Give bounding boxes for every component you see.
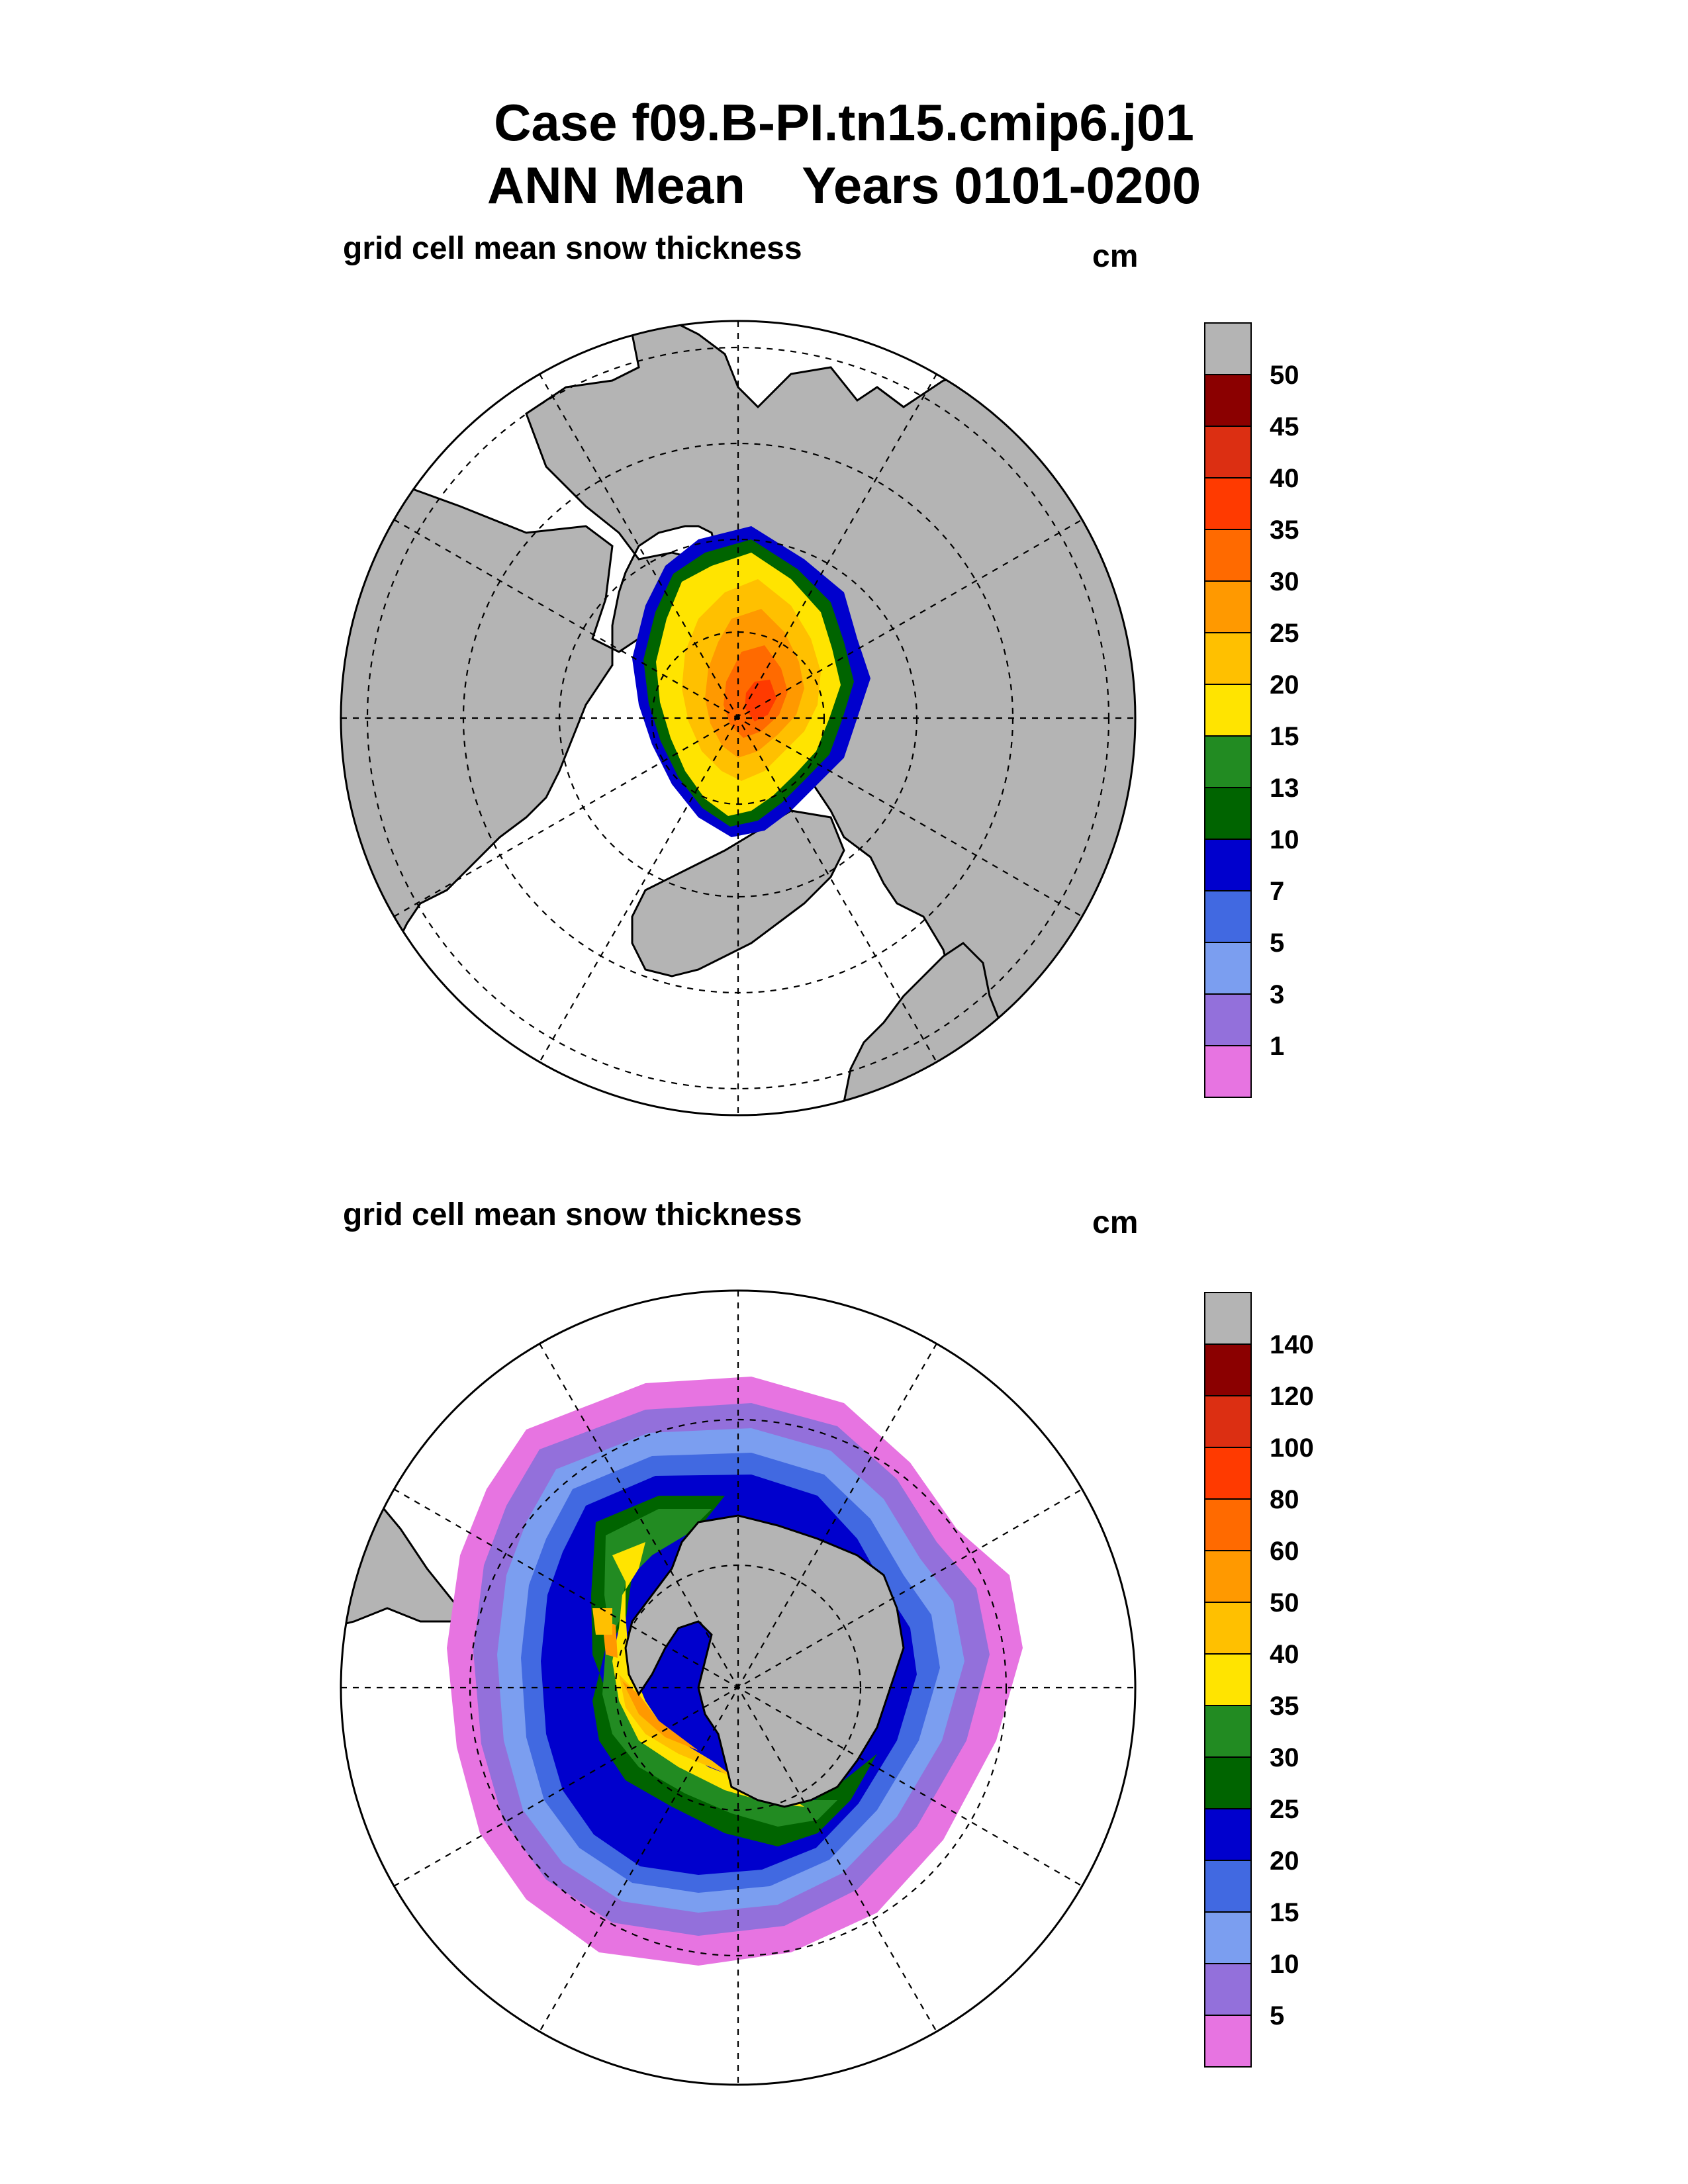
south-colorbar-box-8 <box>1204 1705 1252 1758</box>
north-colorbar-box-14 <box>1204 1045 1252 1098</box>
south-field-label: grid cell mean snow thickness <box>343 1197 802 1232</box>
south-colorbar-box-11 <box>1204 1860 1252 1913</box>
north-colorbar-box-0 <box>1204 322 1252 375</box>
south-colorbar-box-1 <box>1204 1343 1252 1396</box>
south-units-label: cm <box>1092 1205 1139 1240</box>
north-colorbar-box-4 <box>1204 529 1252 582</box>
north-units-label: cm <box>1092 239 1139 274</box>
north-colorbar-label-13: 1 <box>1270 1032 1284 1061</box>
north-colorbar-label-6: 20 <box>1270 670 1299 700</box>
south-colorbar-label-4: 60 <box>1270 1537 1299 1566</box>
south-colorbar-box-0 <box>1204 1292 1252 1345</box>
south-polar-map <box>340 1289 1137 2086</box>
north-field-label: grid cell mean snow thickness <box>343 231 802 266</box>
north-colorbar-box-8 <box>1204 735 1252 788</box>
north-colorbar-label-9: 10 <box>1270 825 1299 854</box>
north-colorbar-label-4: 30 <box>1270 567 1299 596</box>
north-colorbar-label-7: 15 <box>1270 722 1299 751</box>
north-colorbar-box-12 <box>1204 942 1252 995</box>
north-colorbar-box-1 <box>1204 374 1252 427</box>
south-colorbar-label-13: 5 <box>1270 2001 1284 2030</box>
south-colorbar-box-4 <box>1204 1498 1252 1551</box>
plot-title-line-2: ANN Mean Years 0101-0200 <box>487 156 1201 214</box>
north-colorbar-label-2: 40 <box>1270 464 1299 493</box>
north-polar-map <box>340 320 1137 1116</box>
north-colorbar-label-11: 5 <box>1270 929 1284 958</box>
north-colorbar-box-3 <box>1204 477 1252 530</box>
north-colorbar-label-0: 50 <box>1270 361 1299 390</box>
south-graticule <box>341 1291 1135 2085</box>
south-colorbar-label-8: 30 <box>1270 1743 1299 1772</box>
north-colorbar-label-8: 13 <box>1270 774 1299 803</box>
south-colorbar-box-13 <box>1204 1963 1252 2016</box>
north-colorbar: 50 45 40 35 30 25 20 15 13 10 7 5 3 1 <box>1204 322 1299 1098</box>
north-colorbar-label-1: 45 <box>1270 412 1299 441</box>
south-colorbar-box-12 <box>1204 1911 1252 1964</box>
north-colorbar-box-5 <box>1204 580 1252 633</box>
south-colorbar-label-11: 15 <box>1270 1898 1299 1927</box>
south-colorbar-label-6: 40 <box>1270 1640 1299 1669</box>
north-colorbar-box-9 <box>1204 787 1252 840</box>
south-colorbar-box-10 <box>1204 1808 1252 1861</box>
south-land-antarctica <box>624 1514 905 1808</box>
south-colorbar-label-1: 120 <box>1270 1382 1314 1411</box>
plot-title-line-1: Case f09.B-PI.tn15.cmip6.j01 <box>494 93 1194 152</box>
north-colorbar-box-2 <box>1204 426 1252 478</box>
south-colorbar-box-14 <box>1204 2015 1252 2068</box>
north-colorbar-box-7 <box>1204 684 1252 737</box>
south-colorbar-label-10: 20 <box>1270 1846 1299 1876</box>
north-colorbar-label-10: 7 <box>1270 877 1284 906</box>
south-colorbar-label-5: 50 <box>1270 1588 1299 1617</box>
north-colorbar-label-3: 35 <box>1270 516 1299 545</box>
north-graticule <box>341 321 1135 1115</box>
south-colorbar-box-2 <box>1204 1395 1252 1448</box>
south-colorbar-box-6 <box>1204 1602 1252 1655</box>
south-colorbar-label-12: 10 <box>1270 1950 1299 1979</box>
south-colorbar-box-9 <box>1204 1756 1252 1809</box>
south-colorbar-label-2: 100 <box>1270 1433 1314 1463</box>
south-colorbar-label-0: 140 <box>1270 1330 1314 1359</box>
north-colorbar-label-12: 3 <box>1270 980 1284 1009</box>
north-colorbar-box-13 <box>1204 993 1252 1046</box>
south-colorbar: 140 120 100 80 60 50 40 35 30 25 20 15 10 5 <box>1204 1292 1314 2068</box>
north-colorbar-box-10 <box>1204 839 1252 891</box>
south-colorbar-label-9: 25 <box>1270 1795 1299 1824</box>
south-colorbar-box-3 <box>1204 1447 1252 1500</box>
south-colorbar-box-5 <box>1204 1550 1252 1603</box>
south-colorbar-label-7: 35 <box>1270 1692 1299 1721</box>
north-colorbar-box-11 <box>1204 890 1252 943</box>
south-colorbar-label-3: 80 <box>1270 1485 1299 1514</box>
north-colorbar-label-5: 25 <box>1270 619 1299 648</box>
north-colorbar-box-6 <box>1204 632 1252 685</box>
south-colorbar-box-7 <box>1204 1653 1252 1706</box>
